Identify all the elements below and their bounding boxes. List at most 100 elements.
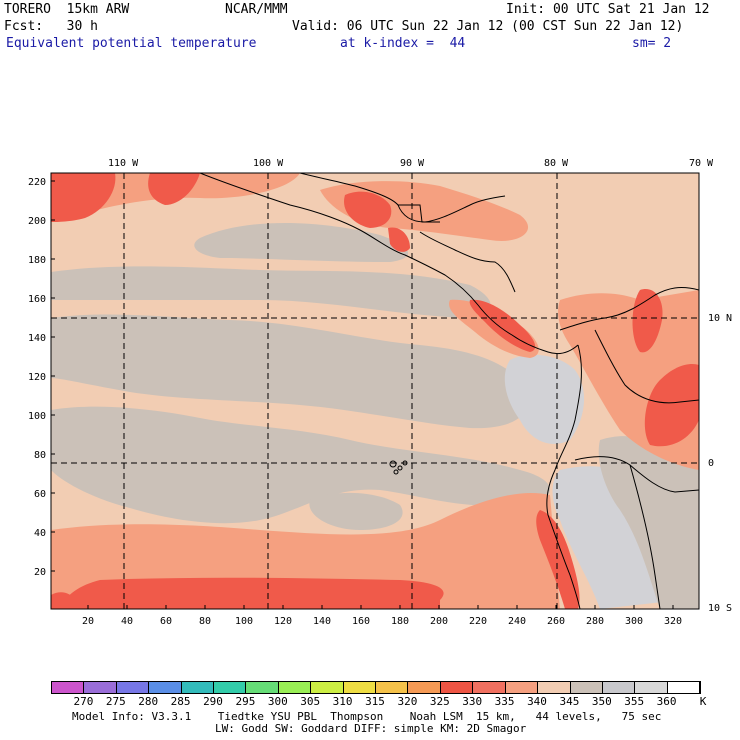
x-tick-label: 80 [199,616,211,627]
colorbar-label: 320 [397,695,418,708]
x-tick-label: 100 [235,616,253,627]
map-frame [50,172,700,610]
colorbar-label: 280 [138,695,159,708]
coastlines [199,173,699,609]
colorbar-label: 275 [105,695,126,708]
y-tick-label: 100 [28,411,46,422]
field-red-band [148,173,200,205]
x-tick-label: 160 [352,616,370,627]
colorbar-swatch [473,682,506,693]
mexico-coast [199,173,579,355]
colorbar-swatch [149,682,182,693]
colorbar-swatch [214,682,247,693]
x-tick-label: 180 [391,616,409,627]
model-name: TORERO 15km ARW [4,2,130,17]
colorbar-label: 295 [235,695,256,708]
x-tick-label: 300 [625,616,643,627]
field-red-band [388,227,410,252]
y-tick-label: 40 [34,528,46,539]
valid-time: Valid: 06 UTC Sun 22 Jan 12 (00 CST Sun … [292,19,684,34]
colorbar-swatch [52,682,85,693]
colorbar-label: 285 [170,695,191,708]
colorbar-label: 335 [494,695,515,708]
model-info: Model Info: V3.3.1 Tiedtke YSU PBL Thomp… [72,710,662,723]
colorbar-unit: K [699,695,707,708]
central-america-border [398,204,516,293]
colorbar-swatch [667,682,701,693]
colorbar-swatch [570,682,603,693]
colorbar-label: 300 [267,695,288,708]
y-tick-label: 20 [34,567,46,578]
colorbar-label: 325 [429,695,450,708]
field-name: Equivalent potential temperature [6,36,257,51]
x-tick-label: 60 [160,616,172,627]
field-gray-band [51,406,550,524]
physics-info: LW: Godd SW: Goddard DIFF: simple KM: 2D… [215,722,527,735]
field-red-band [60,577,444,609]
latlon-grid [51,173,699,609]
field-red-band [51,592,75,609]
x-tick-label: 200 [430,616,448,627]
field-gray-band [51,266,491,318]
lat-label: 10 S [708,603,733,614]
colorbar-swatch [602,682,636,693]
colorbar-swatch [440,682,474,693]
field-shading [51,173,699,609]
colorbar-label: 345 [559,695,580,708]
colorbar-swatch [246,682,279,693]
y-tick-label: 220 [28,177,46,188]
x-tick-label: 240 [508,616,526,627]
colorbar [51,681,701,694]
colorbar-label: 350 [591,695,612,708]
lon-label: 80 W [544,158,569,169]
colorbar-swatch [343,682,377,693]
level-index: at k-index = 44 [340,36,466,51]
colorbar-swatch [278,682,312,693]
colorbar-label: 290 [203,695,223,708]
field-red-band [536,510,580,609]
x-tick-label: 220 [469,616,487,627]
map-panel: 220 200 180 160 140 120 100 80 60 40 20 20 40 60 80 10… [28,172,700,627]
south-america-west-coast [546,344,582,609]
field-lightgray-patch [504,354,585,444]
colorbar-swatch [181,682,215,693]
colorbar-label: 315 [365,695,385,708]
field-red-band [644,363,699,447]
colorbar-swatch [635,682,668,693]
organization: NCAR/MMM [225,2,288,17]
y-tick-label: 180 [28,255,46,266]
y-tick-label: 80 [34,450,46,461]
field-gray-band [309,492,403,530]
colorbar-swatch [84,682,117,693]
colorbar-swatch [408,682,441,693]
galapagos [389,460,408,475]
lon-label: 100 W [253,158,284,169]
field-gray-band [51,314,528,429]
x-tick-label: 280 [586,616,604,627]
x-tick-label: 40 [121,616,133,627]
colorbar-label: 310 [332,695,353,708]
x-tick-label: 20 [82,616,94,627]
y-tick-label: 140 [28,333,46,344]
colorbar-label: 360 [656,695,677,708]
gulf-coast [299,173,506,223]
field-gray-band [598,436,699,609]
field-red-band [344,191,392,228]
colorbar-swatch [116,682,150,693]
lon-label: 110 W [108,158,139,169]
smoothing: sm= 2 [632,36,672,51]
colorbar-swatch [505,682,539,693]
colorbar-label: 330 [462,695,483,708]
x-tick-label: 140 [313,616,331,627]
colorbar-label: 340 [527,695,547,708]
colorbar-label: 355 [624,695,645,708]
x-tick-label: 120 [274,616,292,627]
forecast-hour: Fcst: 30 h [4,19,98,34]
x-tick-label: 320 [664,616,682,627]
lat-label: 0 [708,458,715,469]
field-red-band [51,173,116,222]
colorbar-swatch [376,682,409,693]
peru-border [629,464,661,609]
y-tick-label: 200 [28,216,46,227]
x-axis: 20 40 60 80 100 120 140 160 180 200 220 240 260 280 30… [82,605,682,627]
